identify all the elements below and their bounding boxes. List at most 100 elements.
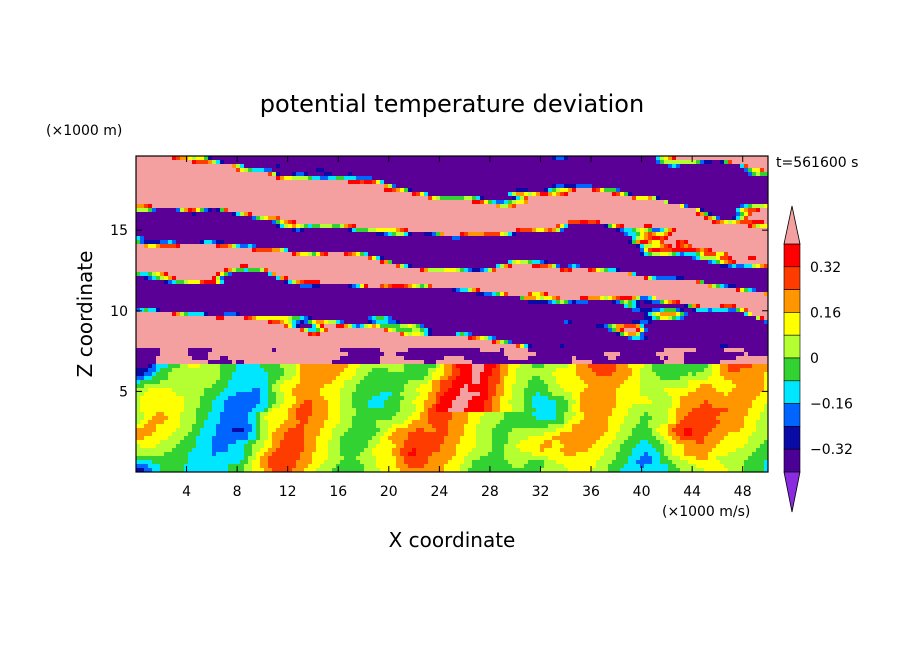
field-cell (188, 164, 193, 169)
field-cell (672, 180, 677, 185)
field-cell (732, 160, 737, 165)
field-cell (452, 220, 457, 225)
field-cell (228, 280, 233, 285)
field-cell (760, 164, 765, 169)
field-cell (724, 252, 729, 257)
field-cell (260, 232, 265, 237)
field-cell (388, 280, 393, 285)
field-cell (448, 216, 453, 221)
field-cell (456, 156, 461, 161)
field-cell (212, 268, 217, 273)
field-cell (504, 220, 509, 225)
field-cell (356, 188, 361, 193)
field-cell (588, 188, 593, 193)
field-cell (704, 164, 709, 169)
field-cell (452, 244, 457, 249)
field-cell (564, 264, 569, 269)
field-cell (200, 156, 205, 161)
field-cell (456, 228, 461, 233)
field-cell (740, 188, 745, 193)
field-cell (660, 172, 665, 177)
field-cell (660, 276, 665, 281)
field-cell (380, 236, 385, 241)
field-cell (600, 204, 605, 209)
field-cell (148, 260, 153, 265)
field-cell (408, 200, 413, 205)
field-cell (408, 188, 413, 193)
field-cell (640, 276, 645, 281)
field-cell (232, 268, 237, 273)
field-cell (208, 224, 213, 229)
field-cell (484, 228, 489, 233)
field-cell (612, 236, 617, 241)
field-cell (196, 196, 201, 201)
field-cell (176, 236, 181, 241)
field-cell (144, 232, 149, 237)
field-cell (520, 176, 525, 181)
field-cell (624, 160, 629, 165)
field-cell (476, 236, 481, 241)
field-cell (632, 192, 637, 197)
field-cell (152, 256, 157, 261)
field-cell (432, 200, 437, 205)
field-cell (680, 168, 685, 173)
field-cell (396, 168, 401, 173)
field-cell (172, 212, 177, 217)
field-cell (500, 188, 505, 193)
field-cell (360, 168, 365, 173)
field-cell (576, 244, 581, 249)
field-cell (300, 212, 305, 217)
field-cell (280, 256, 285, 261)
field-cell (364, 164, 369, 169)
field-cell (308, 248, 313, 253)
field-cell (588, 268, 593, 273)
field-cell (276, 248, 281, 253)
field-cell (268, 180, 273, 185)
field-cell (184, 180, 189, 185)
field-cell (504, 224, 509, 229)
field-cell (612, 264, 617, 269)
field-cell (448, 264, 453, 269)
field-cell (524, 192, 529, 197)
field-cell (304, 208, 309, 213)
field-cell (352, 256, 357, 261)
field-cell (672, 224, 677, 229)
field-cell (556, 180, 561, 185)
field-cell (324, 188, 329, 193)
field-cell (608, 184, 613, 189)
field-cell (216, 256, 221, 261)
field-cell (196, 276, 201, 281)
field-cell (420, 208, 425, 213)
field-cell (648, 228, 653, 233)
field-cell (428, 208, 433, 213)
field-cell (644, 240, 649, 245)
field-cell (664, 208, 669, 213)
field-cell (224, 212, 229, 217)
field-cell (396, 280, 401, 285)
field-cell (280, 184, 285, 189)
field-cell (380, 168, 385, 173)
field-cell (276, 264, 281, 269)
field-cell (432, 184, 437, 189)
field-cell (216, 164, 221, 169)
field-cell (608, 160, 613, 165)
field-cell (248, 252, 253, 257)
field-cell (504, 172, 509, 177)
field-cell (308, 200, 313, 205)
field-cell (168, 224, 173, 229)
field-cell (176, 188, 181, 193)
field-cell (368, 236, 373, 241)
field-cell (628, 276, 633, 281)
field-cell (516, 160, 521, 165)
field-cell (408, 252, 413, 257)
field-cell (196, 156, 201, 161)
field-cell (232, 180, 237, 185)
field-cell (140, 256, 145, 261)
field-cell (260, 228, 265, 233)
field-cell (372, 236, 377, 241)
field-cell (292, 272, 297, 277)
field-cell (280, 212, 285, 217)
field-cell (352, 260, 357, 265)
field-cell (684, 156, 689, 161)
field-cell (304, 160, 309, 165)
